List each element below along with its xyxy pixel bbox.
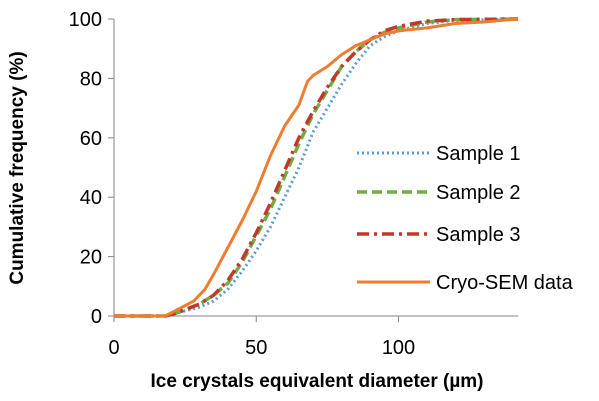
legend-label-cryo-sem-data: Cryo-SEM data [436,272,574,294]
legend-label-sample-2: Sample 2 [436,182,521,204]
series-line-sample-3 [114,17,519,318]
x-axis-title: Ice crystals equivalent diameter (µm) [150,371,483,392]
series-layer [114,17,519,318]
y-tick-label: 80 [80,68,102,90]
y-tick-label: 20 [80,247,102,269]
y-tick-label: 100 [69,9,102,31]
x-tick-label: 0 [108,337,119,359]
legend: Sample 1 Sample 2 Sample 3 Cryo-SEM data [357,143,574,294]
y-tick-label: 0 [91,306,102,328]
y-tick-label: 60 [80,128,102,150]
y-axis-title: Cumulative frequency (%) [7,51,28,284]
legend-label-sample-3: Sample 3 [436,224,521,246]
series-line-cryo-sem-data [114,17,519,318]
legend-label-sample-1: Sample 1 [436,143,521,165]
axes: 0 20 40 60 80 100 0 50 100 [69,9,518,359]
x-tick-label: 50 [245,337,267,359]
y-tick-label: 40 [80,187,102,209]
x-tick-label: 100 [382,337,415,359]
